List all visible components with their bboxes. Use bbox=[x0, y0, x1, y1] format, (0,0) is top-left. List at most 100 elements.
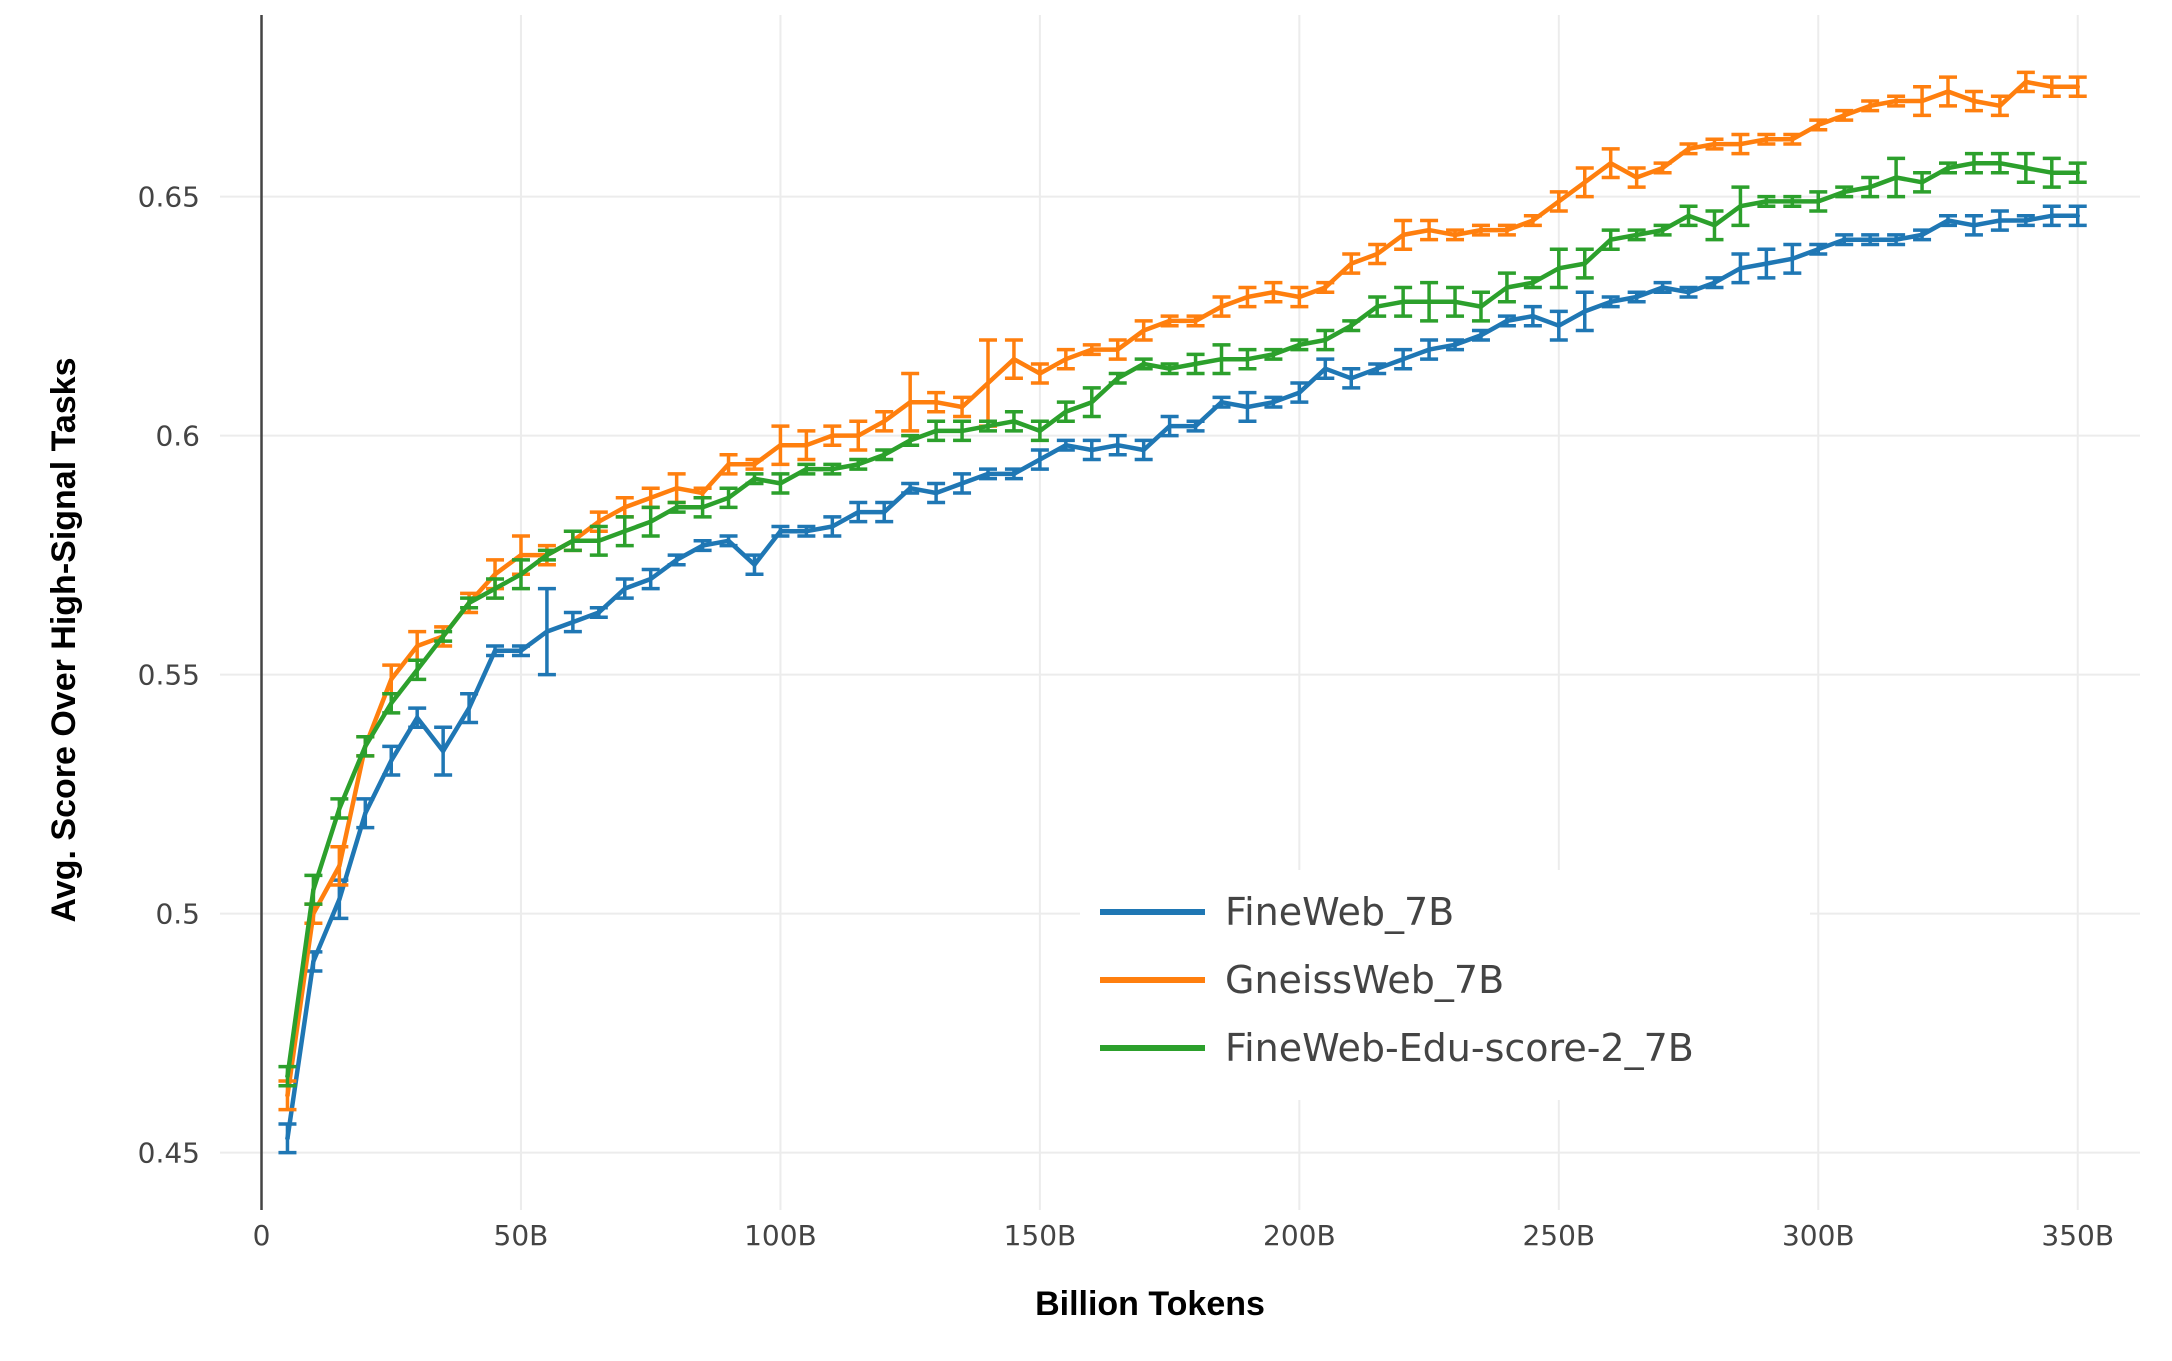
data-point bbox=[337, 897, 342, 902]
data-point bbox=[1530, 313, 1536, 319]
data-point bbox=[674, 505, 679, 510]
data-point bbox=[285, 1073, 290, 1079]
data-point bbox=[1219, 356, 1224, 362]
data-point bbox=[882, 419, 887, 424]
data-point bbox=[1842, 113, 1847, 118]
data-point bbox=[1063, 443, 1069, 448]
data-point bbox=[648, 519, 653, 524]
legend-label-2: GneissWeb_7B bbox=[1225, 958, 1504, 1002]
data-point bbox=[1997, 103, 2003, 109]
data-point bbox=[778, 481, 783, 486]
data-point bbox=[596, 519, 602, 524]
data-point bbox=[414, 715, 420, 720]
data-point bbox=[1893, 98, 1899, 104]
data-point bbox=[1660, 285, 1665, 290]
data-point bbox=[1842, 189, 1847, 195]
data-point bbox=[1297, 294, 1302, 300]
data-point bbox=[1426, 227, 1432, 233]
data-point bbox=[856, 509, 861, 515]
data-point bbox=[959, 481, 965, 486]
data-point bbox=[778, 443, 783, 448]
data-point bbox=[1115, 443, 1120, 448]
data-point bbox=[882, 509, 887, 515]
data-point bbox=[1971, 160, 1977, 166]
data-point bbox=[1374, 251, 1380, 257]
data-point bbox=[726, 495, 731, 500]
data-point bbox=[752, 476, 757, 481]
data-point bbox=[1400, 232, 1406, 238]
data-point bbox=[1634, 294, 1639, 300]
data-point bbox=[1764, 261, 1769, 266]
data-point bbox=[804, 443, 809, 448]
x-tick-label: 150B bbox=[1004, 1219, 1077, 1252]
data-point bbox=[1764, 199, 1769, 204]
data-point bbox=[1452, 342, 1458, 348]
data-point bbox=[363, 744, 368, 749]
data-point bbox=[1971, 98, 1977, 104]
data-point bbox=[1245, 294, 1250, 300]
data-point bbox=[1478, 227, 1484, 233]
data-point bbox=[1608, 237, 1613, 242]
data-point bbox=[389, 677, 394, 682]
data-point bbox=[1089, 447, 1094, 453]
data-point bbox=[1063, 356, 1069, 362]
data-point bbox=[1556, 266, 1562, 271]
data-point bbox=[363, 811, 368, 816]
data-point bbox=[1608, 160, 1613, 166]
data-point bbox=[1971, 223, 1977, 228]
data-point bbox=[1582, 261, 1587, 266]
data-point bbox=[1193, 318, 1198, 324]
data-point bbox=[933, 490, 939, 496]
x-tick-label: 0 bbox=[253, 1219, 271, 1252]
data-point bbox=[1919, 232, 1925, 238]
data-point bbox=[544, 552, 550, 558]
data-point bbox=[1530, 218, 1536, 223]
data-point bbox=[648, 576, 653, 582]
data-point bbox=[1323, 337, 1328, 343]
data-point bbox=[1686, 290, 1691, 295]
data-point bbox=[1426, 347, 1432, 352]
data-point bbox=[1089, 399, 1094, 405]
data-point bbox=[1271, 290, 1276, 295]
data-point bbox=[518, 572, 524, 577]
data-point bbox=[804, 466, 809, 472]
data-point bbox=[1634, 175, 1639, 180]
data-point bbox=[1349, 261, 1354, 266]
series-layer bbox=[278, 70, 2087, 1155]
data-point bbox=[1167, 318, 1172, 324]
data-point bbox=[1426, 299, 1432, 304]
data-point bbox=[700, 505, 705, 510]
data-point bbox=[1011, 471, 1017, 477]
x-tick-label: 50B bbox=[494, 1219, 549, 1252]
data-point bbox=[389, 758, 394, 763]
y-tick-label: 0.55 bbox=[138, 659, 200, 692]
data-point bbox=[1790, 137, 1795, 142]
data-point bbox=[1089, 347, 1094, 352]
data-point bbox=[1297, 342, 1302, 348]
data-point bbox=[804, 529, 809, 534]
data-point bbox=[492, 572, 498, 577]
data-point bbox=[1193, 361, 1198, 367]
data-point bbox=[1945, 89, 1951, 94]
data-point bbox=[1764, 137, 1769, 142]
data-point bbox=[1297, 390, 1302, 395]
data-point bbox=[1634, 232, 1639, 238]
x-tick-label: 250B bbox=[1522, 1219, 1595, 1252]
data-point bbox=[570, 619, 576, 625]
data-point bbox=[1556, 199, 1562, 204]
data-point bbox=[2049, 170, 2054, 175]
data-point bbox=[1037, 428, 1043, 434]
data-point bbox=[1686, 213, 1691, 218]
x-tick-label: 350B bbox=[2041, 1219, 2114, 1252]
data-point bbox=[311, 959, 316, 964]
y-tick-label: 0.5 bbox=[155, 898, 200, 931]
data-point bbox=[830, 433, 835, 438]
data-point bbox=[596, 538, 602, 543]
data-point bbox=[1349, 376, 1354, 381]
data-point bbox=[1867, 237, 1873, 242]
data-point bbox=[674, 486, 679, 491]
data-point bbox=[2075, 213, 2080, 218]
data-point bbox=[2023, 218, 2029, 223]
data-point bbox=[1193, 423, 1198, 429]
